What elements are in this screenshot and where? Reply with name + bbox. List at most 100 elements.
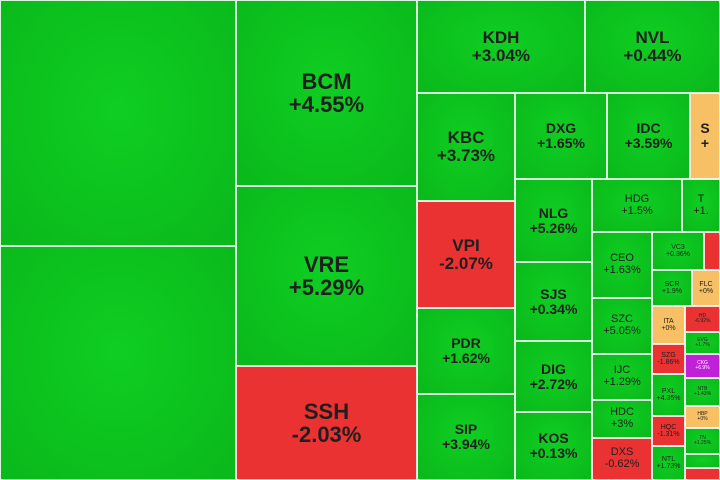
tile-ticker: KOS — [538, 430, 569, 447]
tile-change: +1.5% — [621, 204, 653, 217]
tile-unlabeled-26[interactable] — [704, 232, 720, 270]
tile-sip[interactable]: SIP +3.94% — [417, 394, 515, 480]
tile-ticker: DXS — [610, 446, 634, 459]
tile-ticker: PDR — [451, 335, 481, 352]
tile-vc3[interactable]: VC3 +0.36% — [652, 232, 704, 270]
tile-ticker: VC3 — [671, 243, 685, 251]
tile-change: +1.73% — [656, 463, 681, 470]
tile-tn[interactable]: TN +1.25% — [685, 428, 720, 454]
tile-change: +1.62% — [442, 350, 490, 366]
tile-unlabeled-40[interactable] — [685, 454, 720, 468]
tile-change: +5.26% — [529, 219, 578, 236]
tile-ticker: PXL — [661, 387, 676, 395]
tile-change: +3.94% — [442, 436, 490, 452]
tile-change: +1.43% — [693, 391, 712, 397]
tile-vre[interactable]: VRE +5.29% — [236, 186, 417, 366]
tile-ticker: SSH — [303, 398, 350, 424]
tile-change: +5.05% — [603, 325, 641, 337]
tile-ticker: KBC — [447, 128, 485, 148]
tile-change: +0.36% — [666, 251, 690, 258]
tile-hbp[interactable]: HBP +0% — [685, 406, 720, 428]
tile-bcm[interactable]: BCM +4.55% — [236, 0, 417, 186]
tile-change: +1.65% — [537, 135, 585, 151]
tile-ntl[interactable]: NTL +1.73% — [652, 446, 685, 480]
tile-kos[interactable]: KOS +0.13% — [515, 412, 592, 480]
tile-change: +0% — [698, 288, 714, 295]
tile-hqc[interactable]: HQC -1.31% — [652, 416, 685, 446]
tile-nvl[interactable]: NVL +0.44% — [585, 0, 720, 93]
tile-ticker: SCR — [664, 280, 680, 288]
tile-ticker: DIG — [541, 360, 566, 377]
tile-dig[interactable]: DIG +2.72% — [515, 341, 592, 412]
tile-change: +0.34% — [529, 300, 578, 317]
tile-ticker: S — [700, 120, 710, 137]
tile-ntb[interactable]: NTB +1.43% — [685, 378, 720, 406]
tile-ticker: HQC — [660, 423, 677, 431]
tile-change: +1.9% — [661, 288, 683, 295]
tile-dxg[interactable]: DXG +1.65% — [515, 93, 607, 179]
tile-ticker: IJC — [613, 364, 631, 377]
tile-ijc[interactable]: IJC +1.29% — [592, 354, 652, 400]
tile-unlabeled-1[interactable] — [0, 246, 236, 480]
tile-kdh[interactable]: KDH +3.04% — [417, 0, 585, 93]
tile-change: +3% — [610, 418, 634, 430]
tile-ticker: BCM — [301, 68, 352, 94]
tile-flc[interactable]: FLC +0% — [692, 270, 720, 306]
tile-scr[interactable]: SCR +1.9% — [652, 270, 692, 306]
tile-change: +5.29% — [288, 275, 365, 300]
tile-ita[interactable]: ITA +0% — [652, 306, 685, 344]
tile-ticker: NTB — [697, 385, 708, 392]
tile-change: -2.03% — [291, 422, 362, 447]
tile-szg[interactable]: SZG -1.86% — [652, 344, 685, 374]
tile-change: +0.13% — [529, 445, 578, 461]
tile-change: +6.9% — [695, 365, 710, 371]
tile-ticker: HD — [698, 312, 707, 319]
tile-vpi[interactable]: VPI -2.07% — [417, 201, 515, 308]
tile-ticker: CEO — [610, 252, 634, 265]
tile-change: -0.62% — [604, 458, 640, 470]
tile-change: -1.86% — [657, 359, 680, 366]
tile-change: -1.31% — [657, 431, 680, 438]
tile-change: -6.92% — [694, 318, 711, 324]
tile-idc[interactable]: IDC +3.59% — [607, 93, 690, 179]
tile-change: +4.55% — [288, 92, 365, 117]
tile-change: +4.35% — [656, 395, 681, 402]
tile-ticker: HDC — [610, 406, 634, 419]
tile-hd[interactable]: HD -6.92% — [685, 306, 720, 332]
tile-change: +3.59% — [624, 135, 673, 151]
tile-ticker: EVG — [697, 336, 708, 343]
tile-change: +3.04% — [471, 45, 531, 65]
tile-hdg[interactable]: HDG +1.5% — [592, 179, 682, 232]
tile-ceo[interactable]: CEO +1.63% — [592, 232, 652, 298]
tile-ssh[interactable]: SSH -2.03% — [236, 366, 417, 480]
tile-ticker: ITA — [663, 317, 674, 325]
tile-s[interactable]: S + — [690, 93, 720, 179]
tile-change: +2.72% — [529, 375, 578, 392]
tile-kbc[interactable]: KBC +3.73% — [417, 93, 515, 201]
tile-change: +1.29% — [603, 376, 641, 388]
tile-ckg[interactable]: CKG +6.9% — [685, 354, 720, 378]
tile-unlabeled-41[interactable] — [685, 468, 720, 480]
tile-unlabeled-0[interactable] — [0, 0, 236, 246]
tile-dxs[interactable]: DXS -0.62% — [592, 438, 652, 480]
tile-ticker: NLG — [538, 204, 569, 221]
tile-change: +1.25% — [693, 440, 712, 446]
tile-evg[interactable]: EVG +1.7% — [685, 332, 720, 354]
tile-ticker: KDH — [482, 27, 520, 47]
tile-sjs[interactable]: SJS +0.34% — [515, 262, 592, 341]
tile-hdc[interactable]: HDC +3% — [592, 400, 652, 438]
tile-ticker: SZC — [611, 313, 633, 326]
tile-nlg[interactable]: NLG +5.26% — [515, 179, 592, 262]
tile-pdr[interactable]: PDR +1.62% — [417, 308, 515, 394]
tile-t[interactable]: T +1. — [682, 179, 720, 232]
tile-ticker: HBP — [697, 410, 708, 417]
tile-ticker: T — [697, 192, 705, 205]
tile-pxl[interactable]: PXL +4.35% — [652, 374, 685, 416]
tile-change: +1.63% — [603, 264, 641, 276]
tile-szc[interactable]: SZC +5.05% — [592, 298, 652, 354]
tile-change: +1.7% — [695, 342, 710, 348]
tile-ticker: HDG — [624, 192, 650, 205]
tile-ticker: SIP — [454, 421, 478, 438]
tile-ticker: IDC — [636, 120, 661, 137]
